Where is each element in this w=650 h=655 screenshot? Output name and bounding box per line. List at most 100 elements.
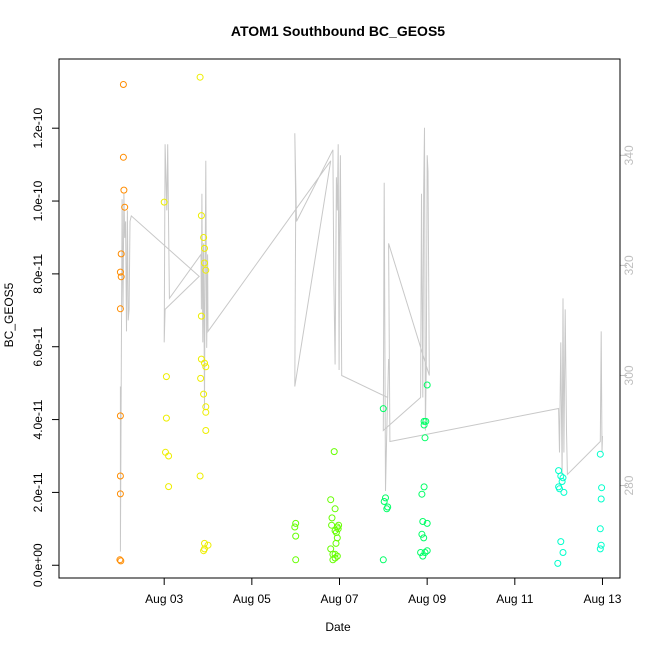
data-point [423, 519, 431, 527]
right-axis-line-series [119, 127, 603, 552]
data-point [558, 478, 566, 485]
data-point [292, 519, 300, 527]
data-point [420, 421, 428, 429]
data-point [329, 550, 337, 558]
data-point [197, 212, 205, 220]
data-point [559, 549, 567, 556]
data-point [116, 268, 124, 276]
y-tick-label: 6.0e-11 [31, 326, 45, 366]
y2-tick-label: 340 [622, 145, 636, 165]
data-point [556, 485, 563, 493]
data-point [204, 541, 212, 549]
data-point [200, 234, 208, 241]
data-point [197, 374, 205, 382]
x-tick-label: Aug 03 [145, 592, 183, 606]
data-point [421, 549, 429, 556]
data-point [333, 552, 341, 560]
data-point [333, 523, 341, 531]
data-point [423, 381, 431, 389]
data-point [330, 448, 338, 456]
data-point [331, 554, 339, 562]
x-tick-label: Aug 13 [583, 592, 621, 606]
data-point [196, 73, 204, 81]
data-point [202, 266, 210, 274]
data-point [200, 547, 208, 555]
data-point [331, 527, 339, 535]
data-point [327, 496, 335, 504]
data-point [335, 521, 343, 529]
data-point [117, 250, 125, 258]
data-point [117, 557, 125, 565]
data-point [420, 483, 428, 491]
data-point [160, 198, 168, 206]
data-point [117, 273, 125, 281]
chart-title: ATOM1 Southbound BC_GEOS5 [231, 23, 445, 39]
y-tick-label: 2.0e-11 [31, 472, 45, 512]
data-point [417, 549, 425, 556]
data-point [292, 556, 300, 564]
data-point [196, 472, 204, 480]
data-point [596, 545, 604, 553]
data-point [331, 550, 339, 558]
data-point [116, 412, 124, 420]
data-point [162, 373, 170, 381]
data-point [331, 505, 339, 513]
y-tick-label: 1.2e-10 [31, 108, 45, 149]
data-point [418, 530, 426, 538]
data-point [201, 259, 208, 267]
x-tick-label: Aug 05 [233, 592, 271, 606]
data-point [332, 539, 340, 547]
data-point [121, 203, 129, 211]
y-tick-label: 8.0e-11 [31, 254, 45, 294]
data-point [119, 81, 127, 88]
y2-tick-label: 320 [622, 255, 636, 275]
data-point [559, 474, 567, 482]
data-point [202, 408, 210, 416]
points-layer [116, 73, 606, 567]
x-tick-label: Aug 07 [320, 592, 358, 606]
y2-tick-label: 280 [622, 475, 636, 495]
data-point [201, 244, 208, 252]
y2-tick-label: 300 [622, 365, 636, 385]
data-point [291, 523, 299, 531]
data-point [597, 541, 605, 549]
data-point [423, 547, 431, 555]
y-axis-title: BC_GEOS5 [2, 282, 16, 347]
data-point [202, 427, 210, 434]
data-point [165, 483, 173, 491]
data-point [162, 414, 170, 422]
data-point [557, 538, 565, 546]
data-point [201, 359, 208, 367]
x-tick-label: Aug 11 [496, 592, 533, 606]
data-point [418, 490, 426, 498]
data-point [419, 552, 427, 560]
data-point [597, 495, 605, 503]
plot-frame [58, 58, 621, 579]
data-point [596, 450, 604, 458]
data-point [292, 532, 300, 540]
data-point [202, 363, 210, 371]
data-point [596, 525, 604, 533]
data-point [116, 305, 124, 313]
data-point [419, 518, 427, 525]
data-point [421, 434, 429, 442]
data-point [420, 534, 428, 542]
data-point [420, 417, 428, 425]
data-point [119, 153, 127, 161]
data-point [165, 452, 173, 460]
data-point [379, 556, 387, 564]
x-tick-label: Aug 09 [408, 592, 446, 606]
data-point [328, 514, 336, 522]
data-point [197, 312, 205, 320]
x-axis-title: Date [325, 620, 351, 634]
y-tick-label: 1.0e-10 [31, 180, 45, 221]
line-series-layer [119, 127, 603, 552]
data-point [116, 472, 124, 480]
y-tick-label: 0.0e+00 [31, 543, 45, 587]
data-point [116, 556, 124, 564]
data-point [380, 498, 388, 505]
data-point [598, 484, 606, 492]
